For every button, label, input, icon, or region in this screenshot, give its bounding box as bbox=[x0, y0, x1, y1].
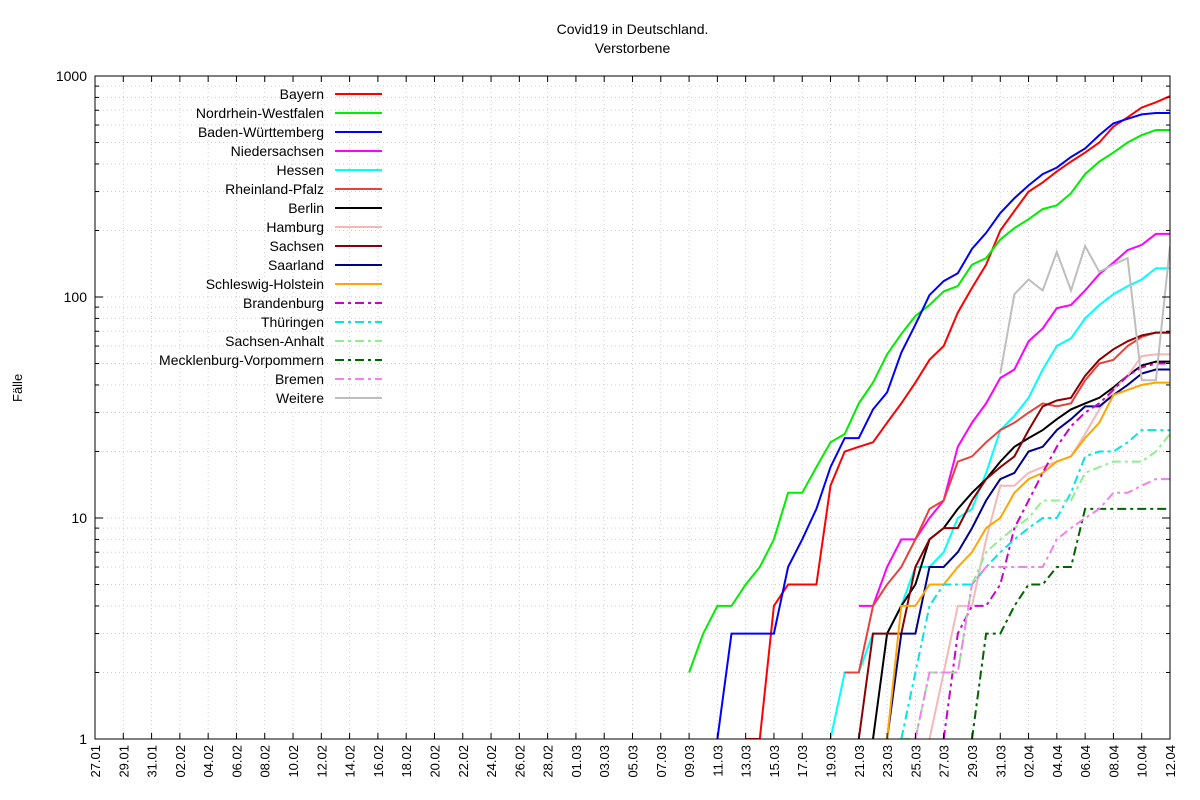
series-line-rheinland-pfalz bbox=[844, 331, 1170, 674]
legend-label: Hessen bbox=[277, 162, 324, 178]
x-tick-label: 25.03 bbox=[908, 745, 923, 778]
series-line-niedersachsen bbox=[858, 232, 1170, 607]
x-tick-label: 31.03 bbox=[993, 745, 1008, 778]
y-axis-label: Fälle bbox=[10, 373, 25, 402]
series-line-sachsen bbox=[857, 331, 1170, 739]
y-tick-label: 100 bbox=[64, 289, 88, 305]
legend-label: Bremen bbox=[275, 371, 324, 387]
x-tick-label: 17.03 bbox=[795, 745, 810, 778]
legend-label: Nordrhein-Westfalen bbox=[196, 105, 324, 121]
x-tick-label: 16.02 bbox=[371, 745, 386, 778]
legend-label: Hamburg bbox=[266, 219, 324, 235]
x-tick-label: 26.02 bbox=[512, 745, 527, 778]
legend: Bayern Nordrhein-Westfalen Baden-Württembe… bbox=[159, 86, 382, 406]
x-tick-label: 04.04 bbox=[1050, 745, 1065, 778]
x-tick-label: 08.04 bbox=[1106, 745, 1121, 778]
legend-label: Niedersachsen bbox=[231, 143, 324, 159]
x-axis: 27.01 29.01 31.01 02.02 04.02 06.02 08.02 10.02… bbox=[88, 76, 1178, 778]
x-tick-label: 08.02 bbox=[258, 745, 273, 778]
grid bbox=[94, 75, 1171, 740]
x-tick-label: 28.02 bbox=[541, 745, 556, 778]
x-tick-label: 01.03 bbox=[569, 745, 584, 778]
x-tick-label: 13.03 bbox=[739, 745, 754, 778]
y-axis: 1 10 100 1000 bbox=[56, 68, 1170, 747]
x-tick-label: 09.03 bbox=[682, 745, 697, 778]
legend-label: Saarland bbox=[268, 257, 324, 273]
x-tick-label: 23.03 bbox=[880, 745, 895, 778]
x-tick-label: 18.02 bbox=[399, 745, 414, 778]
x-tick-label: 03.03 bbox=[597, 745, 612, 778]
x-tick-label: 21.03 bbox=[852, 745, 867, 778]
x-tick-label: 12.02 bbox=[314, 745, 329, 778]
y-tick-label: 10 bbox=[71, 510, 87, 526]
x-tick-label: 11.03 bbox=[710, 745, 725, 777]
x-tick-label: 22.02 bbox=[456, 745, 471, 778]
legend-label: Rheinland-Pfalz bbox=[225, 181, 324, 197]
x-tick-label: 29.01 bbox=[116, 745, 131, 778]
x-tick-label: 24.02 bbox=[484, 745, 499, 778]
series-line-brandenburg bbox=[942, 362, 1170, 739]
legend-label: Mecklenburg-Vorpommern bbox=[159, 352, 324, 368]
series-layer bbox=[688, 95, 1170, 739]
x-tick-label: 02.04 bbox=[1022, 745, 1037, 778]
x-tick-label: 10.04 bbox=[1135, 745, 1150, 778]
x-tick-label: 31.01 bbox=[145, 745, 160, 778]
x-tick-label: 27.03 bbox=[937, 745, 952, 778]
legend-label: Bayern bbox=[280, 86, 324, 102]
legend-label: Baden-Württemberg bbox=[198, 124, 324, 140]
x-tick-label: 06.04 bbox=[1078, 745, 1093, 778]
x-tick-label: 27.01 bbox=[88, 745, 103, 778]
series-line-weitere bbox=[999, 243, 1170, 382]
legend-label: Schleswig-Holstein bbox=[206, 276, 324, 292]
x-tick-label: 04.02 bbox=[201, 745, 216, 778]
legend-label: Thüringen bbox=[261, 314, 324, 330]
chart-title: Covid19 in Deutschland. bbox=[556, 21, 709, 37]
series-line-nordrhein-westfalen bbox=[688, 129, 1170, 673]
series-line-mecklenburg-vorpommern bbox=[971, 507, 1170, 739]
x-tick-label: 20.02 bbox=[427, 745, 442, 778]
x-tick-label: 14.02 bbox=[343, 745, 358, 778]
x-tick-label: 29.03 bbox=[965, 745, 980, 778]
x-tick-label: 12.04 bbox=[1163, 745, 1178, 778]
series-line-baden-w-rttemberg bbox=[716, 112, 1170, 739]
x-tick-label: 06.02 bbox=[229, 745, 244, 778]
series-line-bremen bbox=[914, 478, 1170, 739]
x-tick-label: 15.03 bbox=[767, 745, 782, 778]
x-tick-label: 02.02 bbox=[173, 745, 188, 778]
series-line-schleswig-holstein bbox=[886, 381, 1170, 739]
legend-label: Weitere bbox=[276, 390, 324, 406]
series-line-bayern bbox=[745, 95, 1170, 739]
series-line-hamburg bbox=[928, 353, 1170, 739]
x-tick-label: 07.03 bbox=[654, 745, 669, 778]
legend-label: Sachsen-Anhalt bbox=[225, 333, 324, 349]
series-line-saarland bbox=[886, 368, 1170, 739]
plot-frame bbox=[94, 75, 1171, 740]
series-line-sachsen-anhalt bbox=[901, 433, 1170, 739]
y-tick-label: 1000 bbox=[56, 68, 87, 84]
x-tick-label: 05.03 bbox=[626, 745, 641, 778]
x-tick-label: 10.02 bbox=[286, 745, 301, 778]
legend-label: Brandenburg bbox=[243, 295, 324, 311]
x-tick-label: 19.03 bbox=[824, 745, 839, 778]
series-line-th-ringen bbox=[900, 429, 1170, 739]
legend-label: Berlin bbox=[288, 200, 324, 216]
legend-label: Sachsen bbox=[270, 238, 324, 254]
y-tick-label: 1 bbox=[79, 731, 87, 747]
chart-subtitle: Verstorbene bbox=[594, 40, 671, 56]
